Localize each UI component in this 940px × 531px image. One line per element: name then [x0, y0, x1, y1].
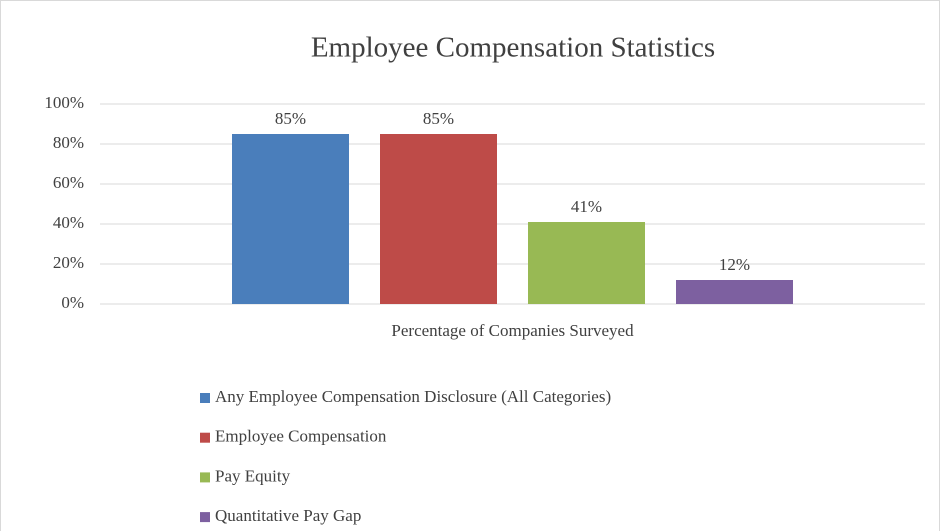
- legend-label: Employee Compensation: [215, 427, 387, 446]
- y-tick-label: 100%: [44, 93, 84, 112]
- bar: [380, 134, 497, 304]
- legend-swatch: [200, 432, 210, 443]
- bar: [232, 134, 349, 304]
- y-tick-label: 80%: [53, 133, 84, 152]
- data-label: 12%: [719, 255, 750, 274]
- y-tick-label: 0%: [61, 293, 84, 312]
- y-tick-label: 40%: [53, 213, 84, 232]
- legend-label: Quantitative Pay Gap: [215, 506, 361, 525]
- legend-label: Any Employee Compensation Disclosure (Al…: [215, 387, 611, 406]
- y-tick-label: 60%: [53, 173, 84, 192]
- legend-swatch: [200, 472, 210, 483]
- legend-swatch: [200, 393, 210, 403]
- chart-title: Employee Compensation Statistics: [311, 32, 715, 64]
- data-label: 85%: [275, 109, 306, 128]
- data-label: 85%: [423, 109, 454, 128]
- data-label: 41%: [571, 197, 602, 216]
- x-tick-label: Percentage of Companies Surveyed: [391, 321, 634, 340]
- y-tick-label: 20%: [53, 253, 84, 272]
- bar: [528, 222, 645, 304]
- legend-label: Pay Equity: [215, 466, 291, 485]
- legend-swatch: [200, 512, 210, 523]
- bar: [676, 280, 793, 304]
